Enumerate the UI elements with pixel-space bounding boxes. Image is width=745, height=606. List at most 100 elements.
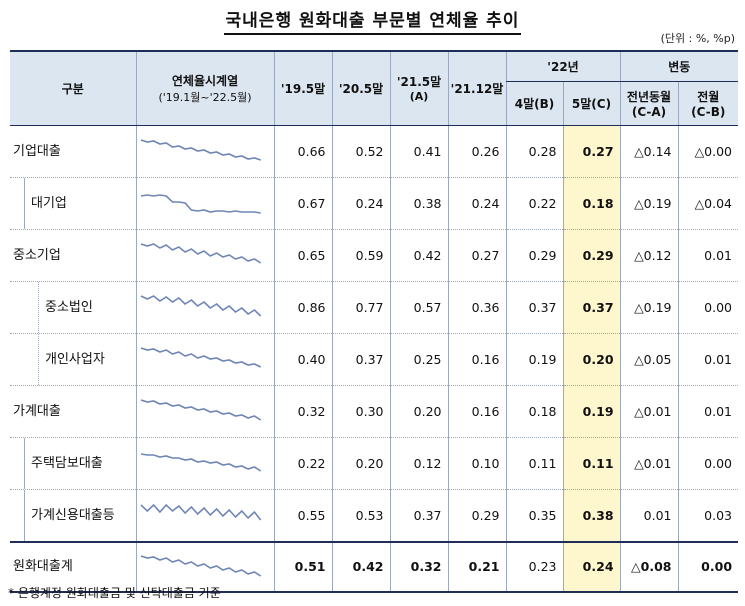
header-2019-05: '19.5말	[273, 50, 332, 126]
value-cell: 0.01	[677, 385, 739, 438]
header-year-2022: '22년	[505, 50, 621, 82]
sparkline-cell	[135, 385, 274, 438]
row-label: 대기업	[24, 177, 136, 229]
value-cell: 0.41	[389, 125, 448, 178]
header-category: 구분	[10, 50, 136, 126]
value-cell: 0.27	[447, 229, 506, 282]
header-2021-12: '21.12말	[447, 50, 506, 126]
value-cell: 0.77	[331, 281, 390, 334]
value-cell: 0.55	[273, 489, 332, 542]
value-cell: 0.57	[389, 281, 448, 334]
sparkline-chart	[140, 295, 261, 317]
value-cell: △0.04	[677, 177, 739, 230]
value-cell: 0.53	[331, 489, 390, 542]
value-cell: 0.59	[331, 229, 390, 282]
sparkline-line	[140, 453, 261, 472]
sparkline-cell	[135, 540, 274, 593]
value-cell: 0.29	[505, 229, 563, 282]
value-cell: 0.18	[505, 385, 563, 438]
value-cell: 0.67	[273, 177, 332, 230]
value-cell: 0.16	[447, 333, 506, 386]
value-cell: △0.01	[619, 437, 679, 490]
table-row: 기업대출 0.66 0.52 0.41 0.26 0.28 0.27 △0.14 △0.00	[10, 125, 739, 178]
value-cell: 0.30	[331, 385, 390, 438]
value-cell: 0.52	[331, 125, 390, 178]
sparkline-chart	[140, 194, 261, 214]
value-cell: 0.11	[505, 437, 563, 490]
sparkline-cell	[135, 229, 274, 282]
value-cell: 0.40	[273, 333, 332, 386]
value-cell: 0.03	[677, 489, 739, 542]
value-cell: 0.28	[505, 125, 563, 178]
value-cell: 0.24	[447, 177, 506, 230]
value-cell: 0.36	[447, 281, 506, 334]
footnote: * 은행계정 원화대출금 및 신탁대출금 기준	[8, 586, 221, 600]
value-cell: △0.08	[619, 540, 679, 593]
delinquency-table: 구분 연체율시계열 ('19.1월~'22.5월) '19.5말 '20.5말 …	[10, 50, 739, 593]
value-cell: 0.37	[331, 333, 390, 386]
value-cell: △0.12	[619, 229, 679, 282]
value-cell: 0.01	[619, 489, 679, 542]
value-cell: 0.29	[447, 489, 506, 542]
value-cell: 0.37	[562, 281, 621, 334]
sparkline-chart	[140, 347, 261, 368]
value-cell: △0.01	[619, 385, 679, 438]
row-label: 중소기업	[13, 247, 61, 263]
row-label-cell: 대기업	[10, 177, 136, 230]
value-cell: 0.01	[677, 333, 739, 386]
value-cell: 0.26	[447, 125, 506, 178]
row-label-cell: 주택담보대출	[10, 437, 136, 490]
table-title: 국내은행 원화대출 부문별 연체율 추이	[0, 6, 745, 35]
value-cell: 0.00	[677, 281, 739, 334]
value-cell: 0.11	[562, 437, 621, 490]
value-cell: 0.20	[331, 437, 390, 490]
row-label-cell: 개인사업자	[10, 333, 136, 386]
header-2021-05: '21.5말 (A)	[389, 50, 448, 126]
value-cell: △0.05	[619, 333, 679, 386]
sparkline-line	[140, 194, 261, 214]
row-label-cell: 가계대출	[10, 385, 136, 438]
value-cell: 0.24	[562, 540, 621, 593]
sparkline-cell	[135, 489, 274, 542]
value-cell: 0.27	[562, 125, 621, 178]
row-label: 주택담보대출	[24, 437, 136, 489]
value-cell: 0.42	[331, 540, 390, 593]
value-cell: 0.29	[562, 229, 621, 282]
value-cell: 0.10	[447, 437, 506, 490]
value-cell: 0.01	[677, 229, 739, 282]
sparkline-line	[140, 295, 261, 317]
sparkline-line	[140, 399, 261, 421]
header-apr-2022: 4말(B)	[505, 80, 563, 126]
value-cell: 0.20	[562, 333, 621, 386]
row-label: 가계신용대출등	[24, 489, 136, 541]
value-cell: 0.23	[505, 540, 563, 593]
value-cell: 0.25	[389, 333, 448, 386]
row-label-cell: 기업대출	[10, 125, 136, 178]
sparkline-line	[140, 554, 261, 577]
header-sparkline: 연체율시계열 ('19.1월~'22.5월)	[135, 50, 274, 126]
value-cell: 0.19	[505, 333, 563, 386]
value-cell: 0.20	[389, 385, 448, 438]
table-row: 개인사업자 0.40 0.37 0.25 0.16 0.19 0.20 △0.05 0.01	[10, 333, 739, 386]
value-cell: 0.65	[273, 229, 332, 282]
header-2020-05: '20.5말	[331, 50, 390, 126]
header-yoy-change: 전년동월 (C-A)	[619, 80, 679, 126]
value-cell: △0.14	[619, 125, 679, 178]
header-mom-change: 전월 (C-B)	[677, 80, 739, 126]
sparkline-line	[139, 503, 261, 521]
header-may-2022: 5말(C)	[562, 80, 621, 126]
value-cell: 0.12	[389, 437, 448, 490]
value-cell: 0.32	[273, 385, 332, 438]
value-cell: 0.21	[447, 540, 506, 593]
sparkline-chart	[140, 554, 261, 577]
value-cell: △0.19	[619, 177, 679, 230]
sparkline-chart	[140, 243, 261, 264]
row-label-cell: 가계신용대출등	[10, 489, 136, 542]
value-cell: △0.19	[619, 281, 679, 334]
value-cell: 0.51	[273, 540, 332, 593]
sparkline-chart	[140, 139, 261, 161]
row-label: 중소법인	[38, 281, 136, 333]
sparkline-line	[140, 139, 261, 161]
sparkline-cell	[135, 281, 274, 334]
value-cell: 0.19	[562, 385, 621, 438]
